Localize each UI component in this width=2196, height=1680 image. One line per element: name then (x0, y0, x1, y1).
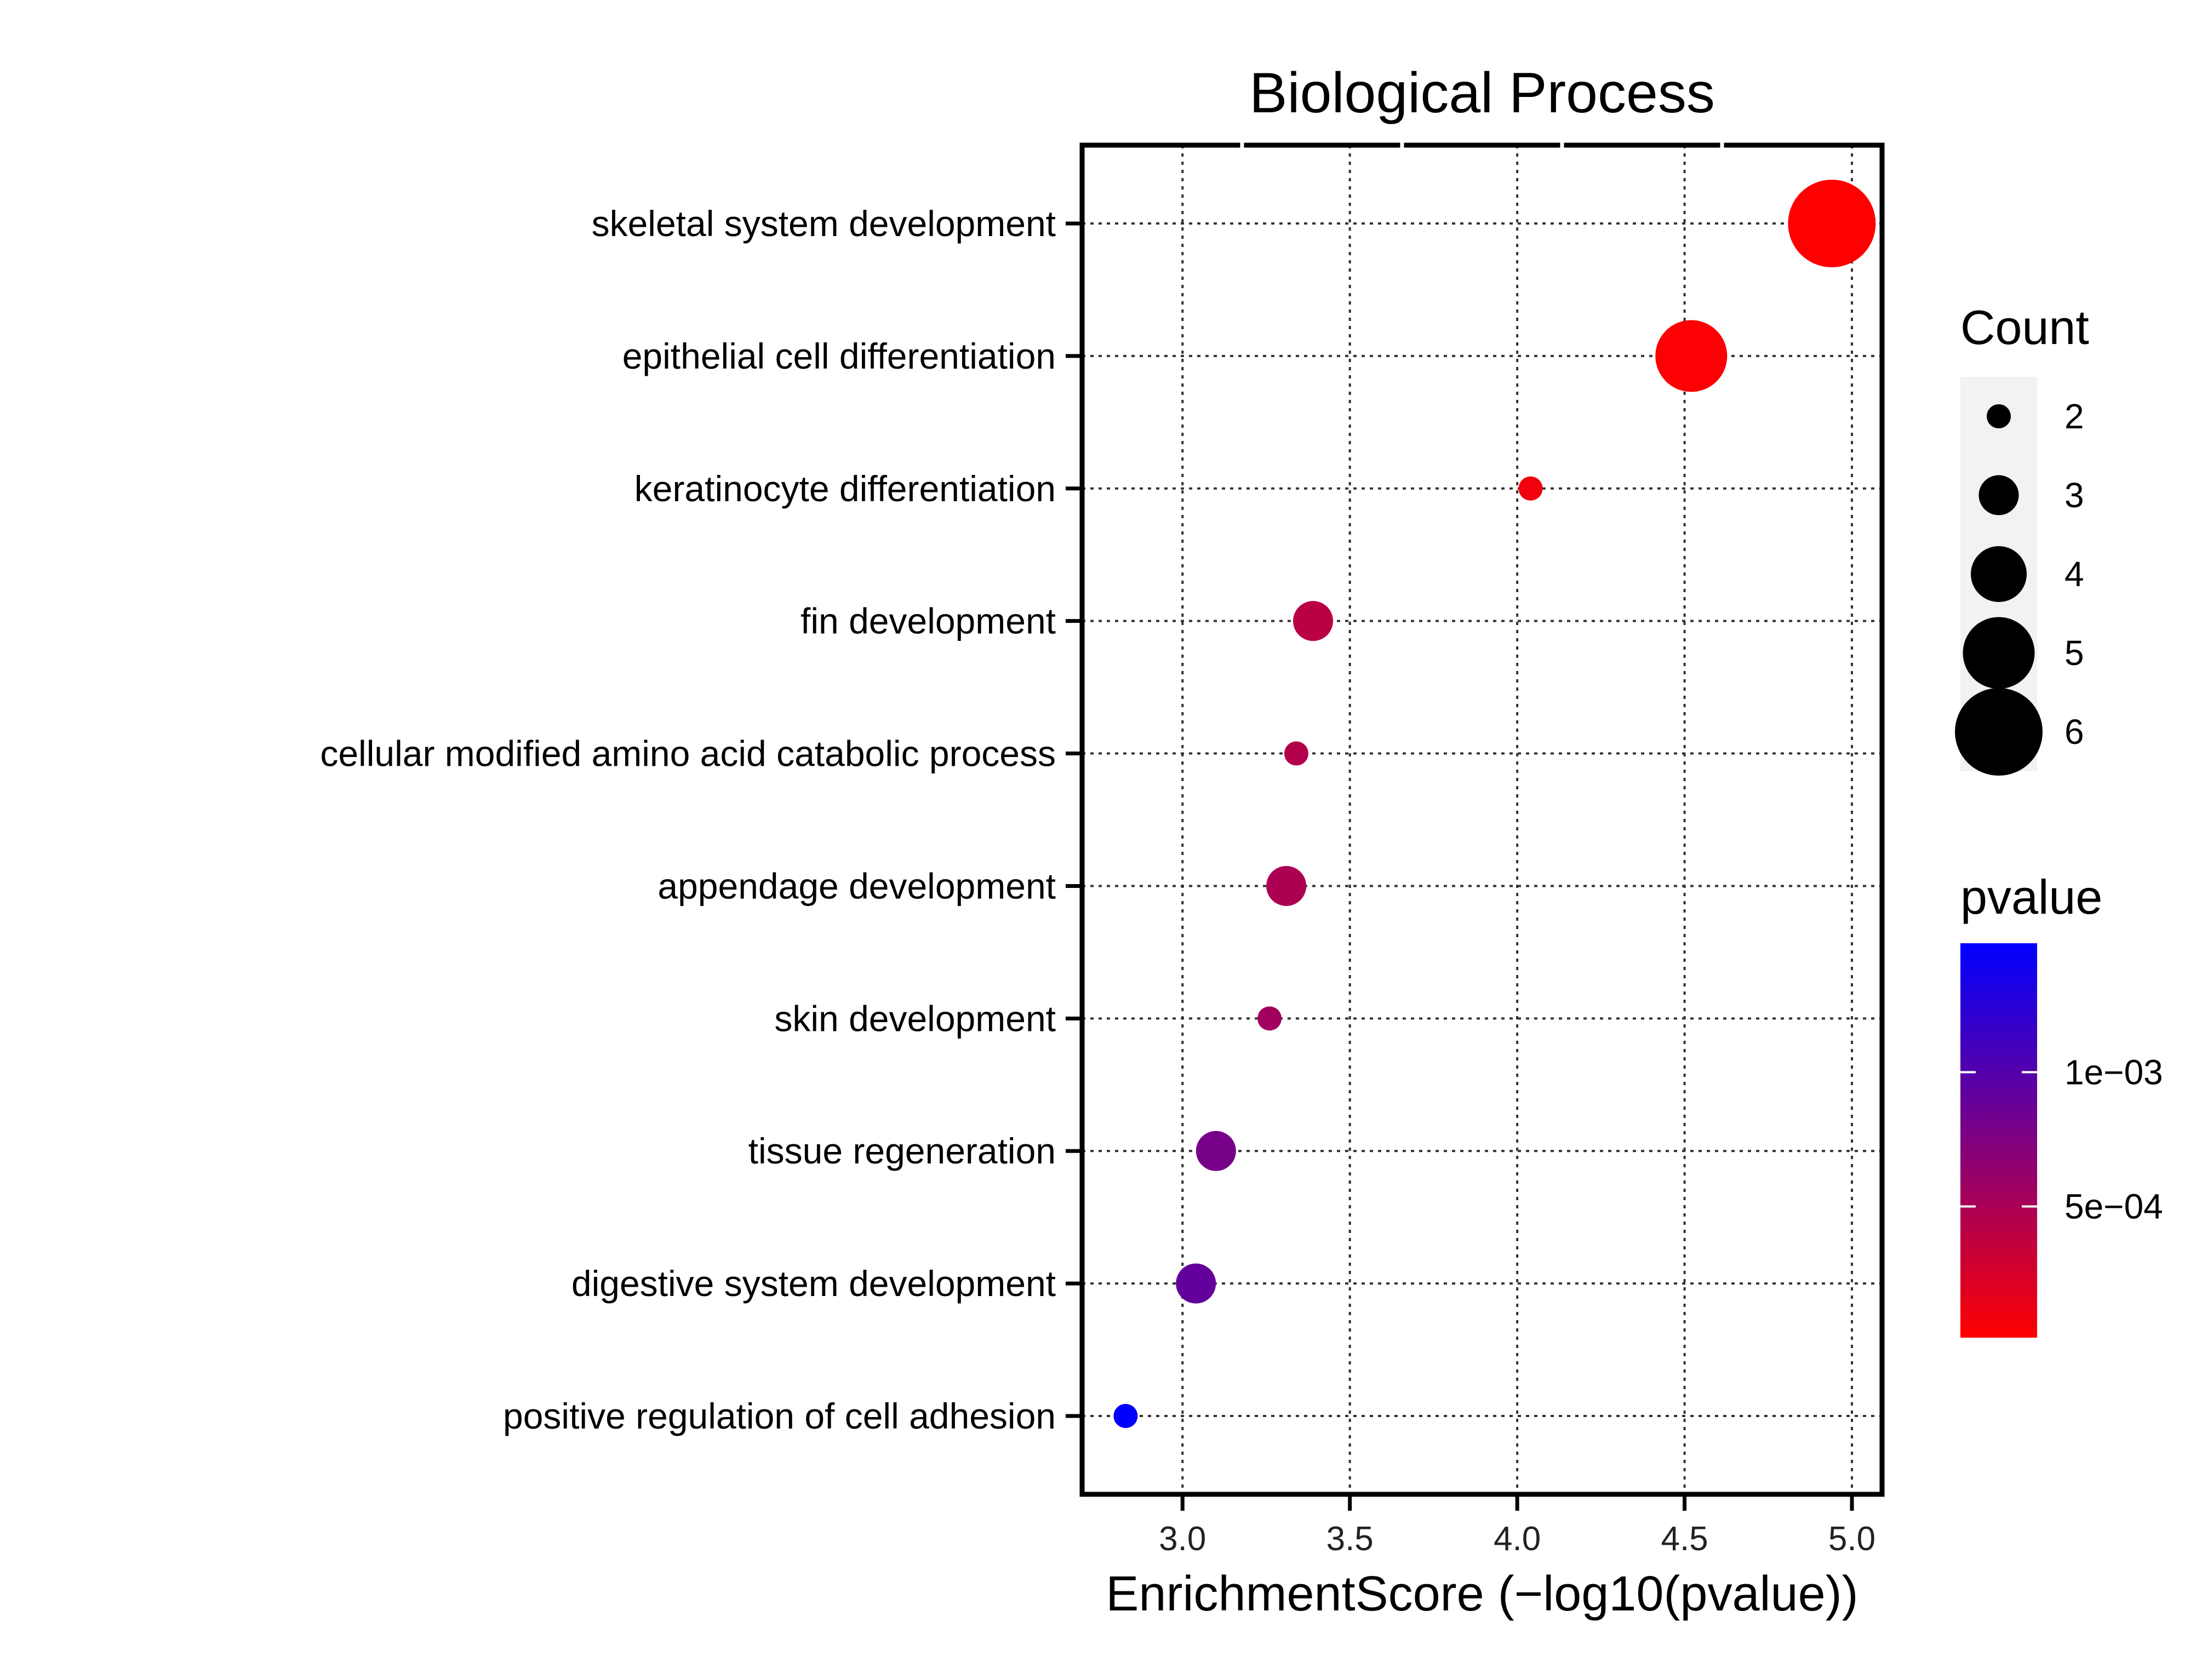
size-legend-label: 6 (2065, 712, 2084, 752)
y-tick-label: appendage development (657, 865, 1056, 906)
data-point (1655, 320, 1728, 392)
chart-title: Biological Process (1249, 61, 1715, 125)
x-tick-label: 4.0 (1494, 1520, 1541, 1558)
data-point (1196, 1131, 1236, 1171)
y-tick-label: tissue regeneration (748, 1131, 1056, 1171)
data-points (1113, 180, 1876, 1428)
color-legend-title: pvalue (1960, 870, 2102, 924)
plot-frame (1079, 142, 1885, 1497)
y-tick-label: skin development (774, 998, 1056, 1039)
data-point (1266, 865, 1307, 906)
size-legend-items: 2 3 4 5 6 (1955, 397, 2084, 776)
size-legend-label: 4 (2065, 554, 2084, 594)
y-tick-label: positive regulation of cell adhesion (503, 1396, 1056, 1436)
x-tick-label: 5.0 (1828, 1520, 1875, 1558)
size-legend-title: Count (1960, 300, 2089, 354)
data-point (1113, 1404, 1138, 1428)
data-point (1176, 1263, 1216, 1304)
data-point (1293, 601, 1334, 641)
size-legend-key (1987, 404, 2011, 428)
size-legend-label: 3 (2065, 475, 2084, 515)
size-legend-key (1971, 546, 2027, 602)
data-point (1788, 180, 1876, 267)
size-legend-key (1963, 617, 2035, 689)
y-tick-label: digestive system development (571, 1263, 1056, 1304)
size-legend-label: 2 (2065, 397, 2084, 436)
x-axis-label: EnrichmentScore (−log10(pvalue)) (1106, 1567, 1858, 1621)
color-legend: pvalue 5e−04 1e−03 (1960, 870, 2163, 1338)
data-point (1257, 1006, 1282, 1031)
frame-top-marks (1240, 142, 1724, 148)
data-point (1518, 476, 1543, 501)
x-tick-label: 3.5 (1326, 1520, 1374, 1558)
color-legend-label: 1e−03 (2065, 1052, 2163, 1092)
color-legend-label: 5e−04 (2065, 1186, 2163, 1226)
size-legend-key (1978, 475, 2019, 515)
data-point (1284, 741, 1308, 766)
y-tick-label: skeletal system development (592, 203, 1056, 244)
x-axis: 3.0 3.5 4.0 4.5 5.0 (1159, 1494, 1875, 1558)
y-axis: skeletal system development epithelial ce… (320, 203, 1082, 1436)
y-tick-label: fin development (800, 601, 1056, 641)
color-legend-bar (1960, 943, 2037, 1338)
y-tick-label: cellular modified amino acid catabolic p… (320, 733, 1056, 774)
x-tick-label: 3.0 (1159, 1520, 1206, 1558)
y-tick-label: keratinocyte differentiation (634, 468, 1056, 509)
size-legend-key (1955, 688, 2043, 776)
x-tick-label: 4.5 (1661, 1520, 1708, 1558)
size-legend-label: 5 (2065, 633, 2084, 673)
y-tick-label: epithelial cell differentiation (622, 336, 1056, 376)
color-legend-ticks: 5e−04 1e−03 (1960, 1052, 2163, 1226)
size-legend: Count 2 3 4 5 6 (1955, 300, 2089, 776)
